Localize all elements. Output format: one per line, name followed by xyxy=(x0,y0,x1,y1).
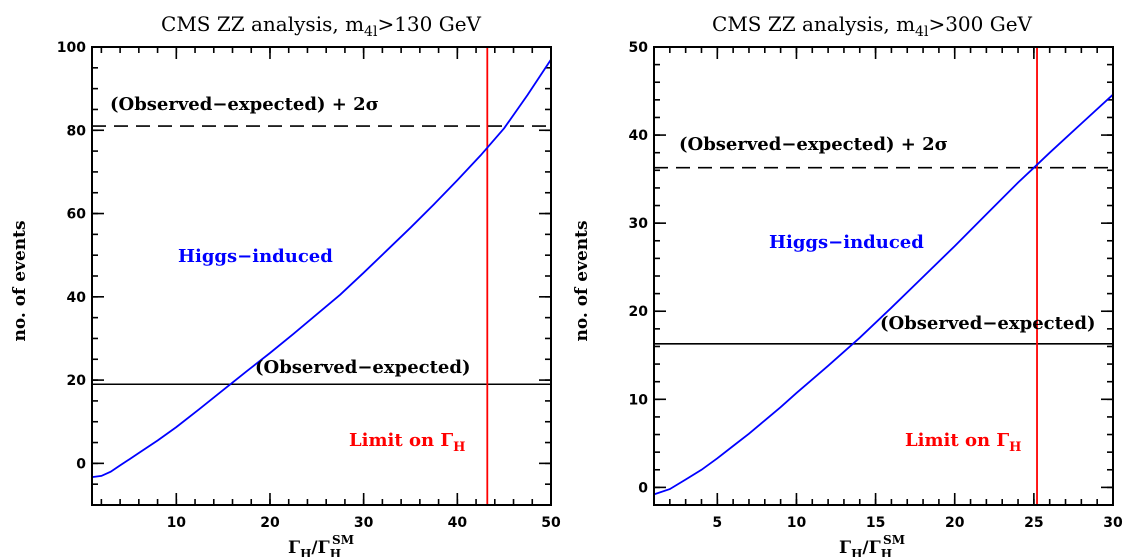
reference-lines xyxy=(92,47,551,505)
plot-frame xyxy=(653,46,1114,506)
reference-lines xyxy=(654,47,1113,505)
y-tick-label: 50 xyxy=(629,40,649,56)
y-axis-label: no. of events xyxy=(572,220,592,341)
chart-panel-left: CMS ZZ analysis, m4l>130 GeV no. of even… xyxy=(10,12,561,557)
x-tick-label: 20 xyxy=(945,515,965,531)
x-tick-label: 20 xyxy=(260,515,280,531)
x-tick-label: 10 xyxy=(167,515,187,531)
annotation-observed-plus-2sigma: (Observed−expected) + 2σ xyxy=(110,94,379,115)
annotation-higgs-induced: Higgs−induced xyxy=(178,246,333,267)
annotation-observed-expected: (Observed−expected) xyxy=(255,357,470,378)
y-tick-label: 0 xyxy=(76,456,86,472)
axis-ticks: 10 20 30 40 50 0 20 40 60 80 100 xyxy=(57,40,561,531)
y-tick-label: 30 xyxy=(629,216,649,232)
y-tick-label: 20 xyxy=(67,373,87,389)
x-tick-label: 5 xyxy=(712,515,722,531)
series-line-higgs-induced xyxy=(653,93,1114,496)
y-tick-label: 100 xyxy=(57,40,86,56)
annotation-observed-expected: (Observed−expected) xyxy=(880,313,1095,334)
x-tick-label: 30 xyxy=(1103,515,1123,531)
chart-title: CMS ZZ analysis, m4l>300 GeV xyxy=(712,12,1033,40)
y-tick-label: 20 xyxy=(629,304,649,320)
x-tick-label: 30 xyxy=(354,515,374,531)
x-axis-label: ΓH/ΓHSM xyxy=(839,533,905,557)
annotation-limit: Limit on ΓH xyxy=(349,430,465,455)
x-axis-label: ΓH/ΓHSM xyxy=(288,533,354,557)
x-tick-label: 25 xyxy=(1024,515,1043,531)
plot-frame xyxy=(91,46,552,506)
annotation-observed-plus-2sigma: (Observed−expected) + 2σ xyxy=(679,134,948,155)
y-axis-label: no. of events xyxy=(10,220,30,341)
axis-ticks: 5 10 15 20 25 30 0 10 20 30 40 50 xyxy=(629,40,1123,531)
y-tick-label: 80 xyxy=(67,123,87,139)
annotation-higgs-induced: Higgs−induced xyxy=(769,232,924,253)
x-tick-label: 15 xyxy=(866,515,885,531)
annotation-limit: Limit on ΓH xyxy=(905,430,1021,455)
y-tick-label: 40 xyxy=(67,290,87,306)
y-tick-label: 60 xyxy=(67,207,87,223)
series-line-higgs-induced xyxy=(91,59,552,478)
y-tick-label: 40 xyxy=(629,128,649,144)
y-tick-label: 10 xyxy=(629,392,649,408)
x-tick-label: 40 xyxy=(448,515,468,531)
y-tick-label: 0 xyxy=(638,480,648,496)
chart-title: CMS ZZ analysis, m4l>130 GeV xyxy=(161,12,482,40)
x-tick-label: 50 xyxy=(541,515,561,531)
x-tick-label: 10 xyxy=(787,515,807,531)
chart-panel-right: CMS ZZ analysis, m4l>300 GeV no. of even… xyxy=(572,12,1123,557)
